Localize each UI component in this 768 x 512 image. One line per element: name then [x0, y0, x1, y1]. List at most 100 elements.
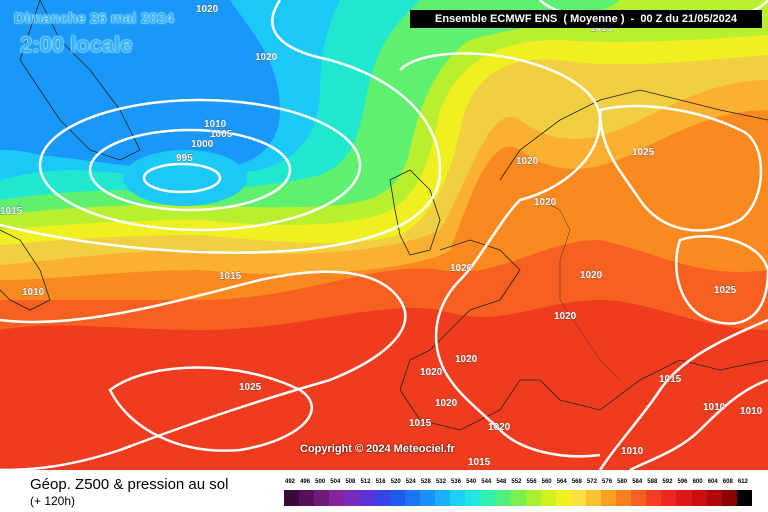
- legend-tick-label: 592: [662, 479, 673, 485]
- isobar-label-1020-greenland-east: 1020: [255, 52, 278, 63]
- isobar-label-1005-low: 1005: [210, 129, 233, 140]
- isobar-1025-russia-north: [598, 104, 763, 232]
- legend-tick-label: 568: [571, 479, 582, 485]
- isobar-label-1020-poland: 1020: [580, 270, 603, 281]
- legend-swatch: [299, 490, 315, 506]
- lead-time: (+ 120h): [30, 494, 76, 508]
- legend-swatch: [344, 490, 360, 506]
- isobar-label-1020-france-south: 1020: [455, 354, 478, 365]
- isobar-1000: [88, 128, 292, 212]
- legend-swatch: [631, 490, 647, 506]
- legend-tick-label: 536: [451, 479, 462, 485]
- legend-tick-label: 556: [526, 479, 537, 485]
- legend-tick-label: 564: [556, 479, 567, 485]
- isobar-label-995-low-center: 995: [176, 153, 193, 164]
- legend-swatch: [510, 490, 526, 506]
- legend-swatch: [525, 490, 541, 506]
- legend-swatch: [359, 490, 375, 506]
- isobar-label-1020-iberia-east: 1020: [435, 398, 458, 409]
- legend-tick-label: 552: [511, 479, 522, 485]
- legend-swatch: [676, 490, 692, 506]
- legend-tick-label: 596: [677, 479, 688, 485]
- legend-swatch: [329, 490, 345, 506]
- legend-swatch: [555, 490, 571, 506]
- legend-tick-label: 548: [496, 479, 507, 485]
- isobar-label-1025-azores: 1025: [239, 382, 262, 393]
- isobar-label-1025-russia-north: 1025: [632, 147, 655, 158]
- legend-tick-label: 540: [466, 479, 477, 485]
- legend-swatch: [585, 490, 601, 506]
- forecast-date: Dimanche 26 mai 2024: [14, 10, 175, 27]
- isobar-1010: [0, 0, 442, 254]
- legend-swatch: [450, 490, 466, 506]
- legend-tick-label: 560: [541, 479, 552, 485]
- legend-tick-label: 496: [300, 479, 311, 485]
- legend-swatch: [495, 490, 511, 506]
- legend-tick-label: 608: [722, 479, 733, 485]
- isobar-label-1020-iberia-north: 1020: [420, 367, 443, 378]
- legend-tick-label: 588: [647, 479, 658, 485]
- legend-tick-label: 576: [602, 479, 613, 485]
- isobar-label-1010-low: 1010: [204, 119, 227, 130]
- europe-coast: [399, 239, 768, 431]
- isobar-1005: [38, 98, 362, 232]
- isobar-label-1015-west: 1015: [0, 206, 23, 217]
- legend-swatch: [465, 490, 481, 506]
- legend-swatch: [314, 490, 330, 506]
- isobar-label-1020-norway: 1020: [516, 156, 539, 167]
- legend-tick-label: 584: [632, 479, 643, 485]
- isobar-label-1000-low: 1000: [191, 139, 214, 150]
- legend-swatch: [570, 490, 586, 506]
- country-borders: [539, 199, 621, 381]
- legend-swatch: [706, 490, 722, 506]
- model-run-info: Ensemble ECMWF ENS ( Moyenne ) - 00 Z du…: [410, 10, 762, 28]
- isobar-label-1015-africa: 1015: [468, 457, 491, 468]
- legend-swatch: [661, 490, 677, 506]
- isobar-1015-east: [598, 318, 768, 470]
- legend-tick-label: 512: [360, 479, 371, 485]
- map-canvas: 1020 1020 1010 1005 1000 995 1015 1010 1…: [0, 0, 768, 470]
- low-pressure-core: [123, 150, 247, 206]
- legend-tick-label: 604: [707, 479, 718, 485]
- legend-tick-label: 612: [737, 479, 748, 485]
- isobar-label-1015-iberia-south: 1015: [409, 418, 432, 429]
- legend-tick-label: 572: [586, 479, 597, 485]
- legend-tick-label: 532: [435, 479, 446, 485]
- legend-tick-label: 528: [420, 479, 431, 485]
- z500-color-scale: [284, 490, 752, 506]
- scandinavia-coast: [499, 89, 768, 181]
- legend-swatch: [419, 490, 435, 506]
- greenland-coast: [19, 0, 141, 161]
- legend-swatch: [736, 490, 752, 506]
- legend-swatch: [540, 490, 556, 506]
- legend-swatch: [691, 490, 707, 506]
- isobar-label-1020-alps: 1020: [554, 311, 577, 322]
- isobar-label-1010-levant: 1010: [621, 446, 644, 457]
- legend-swatch: [404, 490, 420, 506]
- legend-tick-labels: 492 496 500 504 508 512 516 520 524 528 532 536 540 5…: [282, 479, 752, 489]
- legend-tick-label: 520: [390, 479, 401, 485]
- isobar-label-1015-atlantic: 1015: [219, 271, 242, 282]
- legend-swatch: [646, 490, 662, 506]
- legend-swatch: [374, 490, 390, 506]
- legend-swatch: [434, 490, 451, 506]
- legend-swatch: [284, 490, 300, 506]
- isobar-label-1020-denmark: 1020: [534, 197, 557, 208]
- isobar-label-1010-turkey: 1010: [703, 402, 726, 413]
- legend-tick-label: 500: [315, 479, 326, 485]
- isobar-label-1020-france-north: 1020: [450, 263, 473, 274]
- legend-tick-label: 524: [405, 479, 416, 485]
- forecast-local-time: 2:00 locale: [20, 32, 133, 57]
- copyright-notice: Copyright © 2024 Meteociel.fr: [300, 443, 455, 455]
- isobar-995: [142, 162, 222, 194]
- field-title: Géop. Z500 & pression au sol: [30, 476, 229, 493]
- isobar-label-1015-top-right: 1015: [590, 23, 613, 34]
- isobar-label-1025-russia: 1025: [714, 285, 737, 296]
- legend-tick-label: 544: [481, 479, 492, 485]
- legend-tick-label: 580: [617, 479, 628, 485]
- isobar-label-1010-west: 1010: [22, 287, 45, 298]
- legend-tick-label: 504: [330, 479, 341, 485]
- canada-coast: [0, 229, 51, 311]
- isobar-label-1010-east-edge: 1010: [740, 406, 763, 417]
